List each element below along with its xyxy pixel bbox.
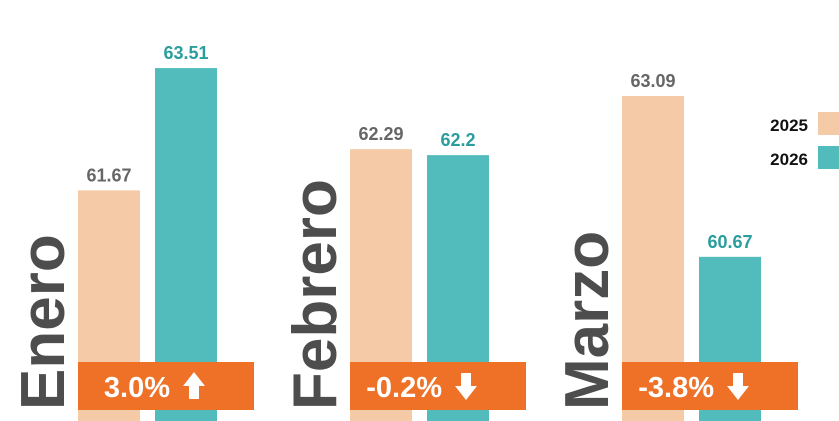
- change-box: [78, 362, 254, 410]
- legend-swatch: [818, 146, 839, 169]
- legend-label: 2026: [770, 150, 808, 169]
- legend-label: 2025: [770, 116, 808, 135]
- change-box: [622, 362, 798, 410]
- month-label: Febrero: [281, 179, 350, 410]
- legend-swatch: [818, 112, 839, 135]
- value-label: 61.67: [86, 165, 131, 185]
- value-label: 63.51: [163, 43, 208, 63]
- change-label: -3.8%: [638, 372, 714, 404]
- change-box: [350, 362, 526, 410]
- month-label: Marzo: [553, 231, 622, 410]
- change-label: -0.2%: [366, 372, 442, 404]
- change-label: 3.0%: [104, 372, 170, 404]
- change-arrow: [183, 372, 205, 399]
- value-label: 62.2: [440, 130, 475, 150]
- month-label: Enero: [9, 234, 78, 410]
- change-arrow: [727, 373, 749, 400]
- value-label: 63.09: [630, 71, 675, 91]
- value-label: 60.67: [707, 232, 752, 252]
- value-label: 62.29: [358, 124, 403, 144]
- change-arrow: [455, 373, 477, 400]
